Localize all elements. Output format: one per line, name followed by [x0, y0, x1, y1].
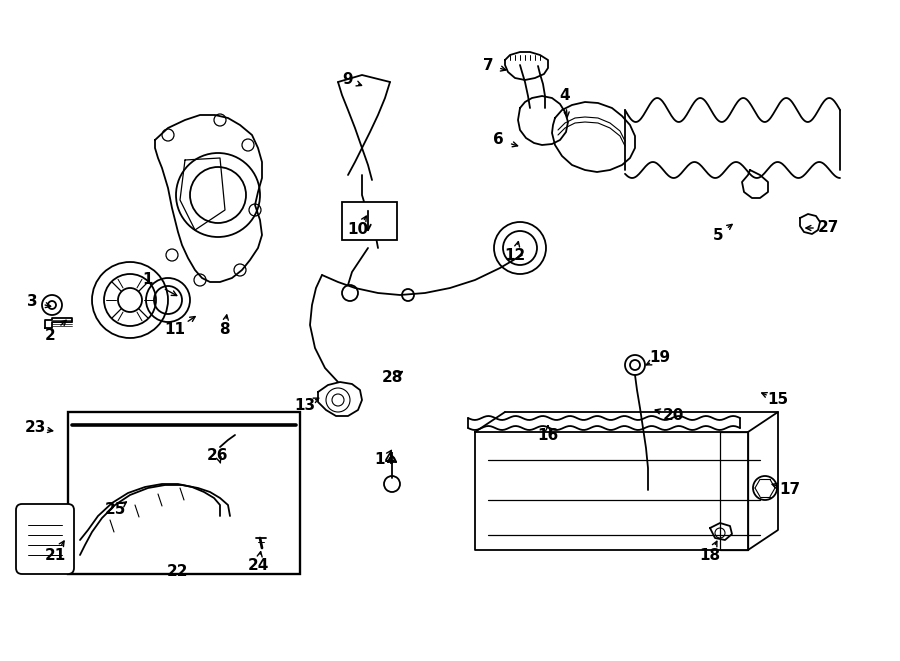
- Polygon shape: [710, 523, 732, 540]
- Text: 26: 26: [207, 447, 229, 463]
- Text: 25: 25: [104, 502, 126, 518]
- Text: 3: 3: [27, 295, 37, 309]
- FancyBboxPatch shape: [342, 202, 397, 240]
- Text: 19: 19: [650, 350, 670, 366]
- Text: 28: 28: [382, 371, 402, 385]
- Polygon shape: [318, 382, 362, 416]
- Polygon shape: [505, 52, 548, 80]
- Text: 16: 16: [537, 428, 559, 442]
- Text: 7: 7: [482, 58, 493, 73]
- Polygon shape: [800, 214, 820, 234]
- Text: 27: 27: [817, 221, 839, 235]
- Text: 18: 18: [699, 547, 721, 563]
- FancyBboxPatch shape: [16, 504, 74, 574]
- Text: 5: 5: [713, 227, 724, 243]
- Text: 8: 8: [219, 323, 230, 338]
- Text: 13: 13: [294, 397, 316, 412]
- Text: 15: 15: [768, 393, 788, 407]
- Polygon shape: [155, 115, 262, 282]
- Text: 12: 12: [504, 247, 526, 262]
- Text: 4: 4: [560, 87, 571, 102]
- FancyBboxPatch shape: [68, 412, 300, 574]
- Text: 22: 22: [167, 564, 189, 580]
- Text: 20: 20: [662, 407, 684, 422]
- Polygon shape: [518, 96, 568, 145]
- Text: 14: 14: [374, 453, 396, 467]
- Text: 21: 21: [44, 547, 66, 563]
- Text: 1: 1: [143, 272, 153, 288]
- Text: 11: 11: [165, 323, 185, 338]
- Text: 17: 17: [779, 483, 801, 498]
- Text: 2: 2: [45, 327, 56, 342]
- Text: 9: 9: [343, 73, 354, 87]
- Text: 6: 6: [492, 132, 503, 147]
- Text: 10: 10: [347, 223, 369, 237]
- Text: 24: 24: [248, 557, 269, 572]
- Polygon shape: [552, 102, 635, 172]
- Polygon shape: [742, 170, 768, 198]
- Text: 23: 23: [24, 420, 46, 436]
- Polygon shape: [475, 432, 748, 550]
